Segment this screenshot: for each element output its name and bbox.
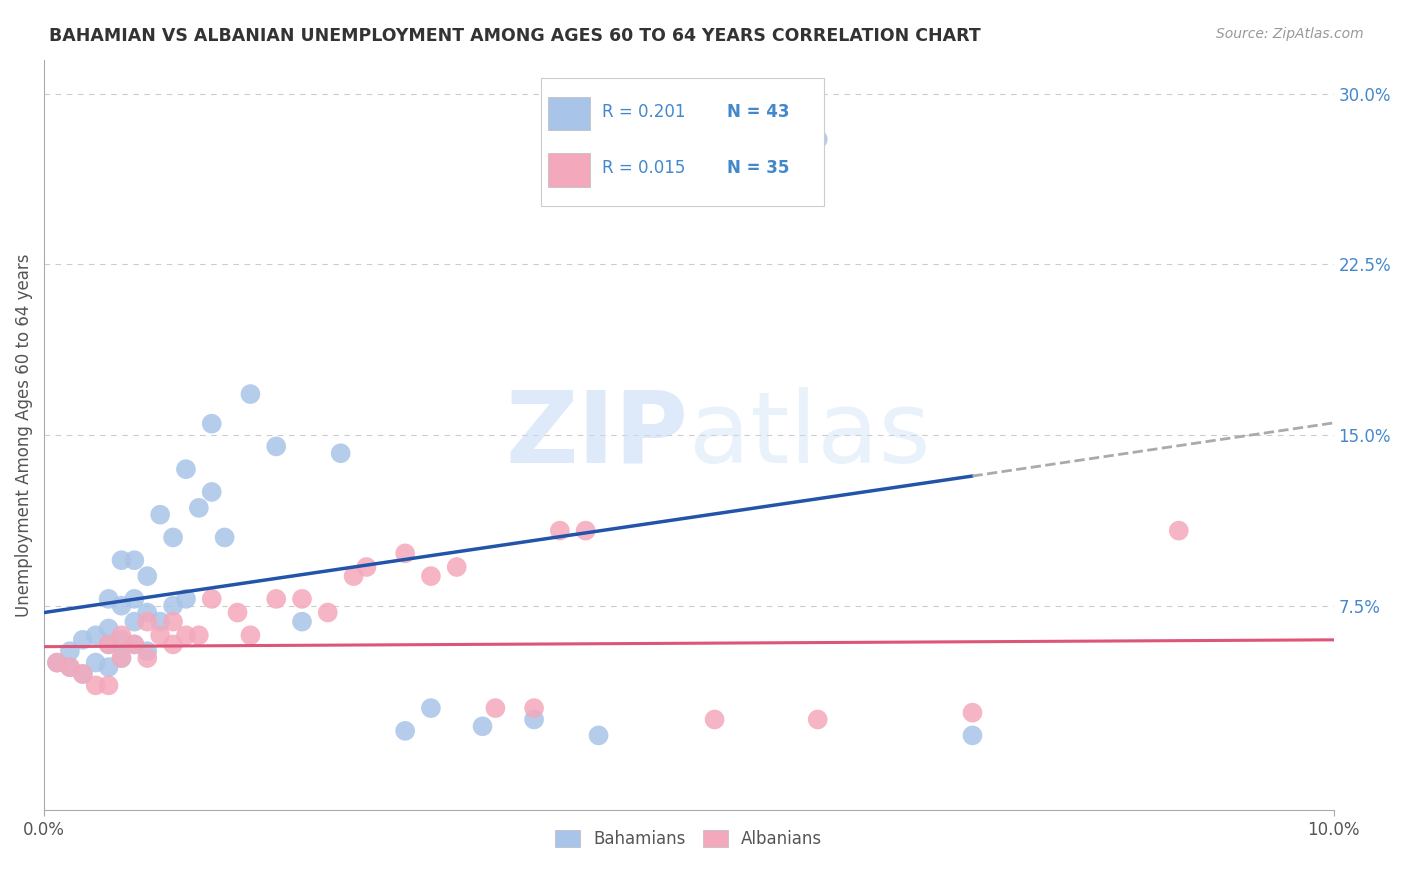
Point (46, 656, 69, 670)
Point (136, 606, 159, 620)
Point (97, 637, 120, 651)
Point (174, 628, 197, 642)
Point (226, 606, 249, 620)
Point (174, 462, 197, 476)
Point (201, 591, 224, 606)
Point (72, 632, 94, 647)
Point (962, 706, 984, 720)
Point (342, 569, 364, 583)
Text: N = 35: N = 35 (727, 160, 790, 178)
Point (588, 728, 610, 742)
Point (84, 678, 107, 692)
Point (124, 553, 146, 567)
Point (162, 615, 184, 629)
Point (201, 484, 224, 499)
Point (239, 387, 262, 401)
Text: atlas: atlas (689, 386, 931, 483)
Point (124, 615, 146, 629)
Text: R = 0.015: R = 0.015 (602, 160, 686, 178)
Point (84, 656, 107, 670)
Point (59, 660, 82, 674)
Point (149, 615, 172, 629)
Point (72, 667, 94, 681)
Point (162, 637, 184, 651)
Point (136, 615, 159, 629)
Point (97, 591, 120, 606)
Point (523, 701, 546, 715)
Point (162, 599, 184, 613)
Point (110, 553, 132, 567)
Point (110, 628, 132, 642)
Point (97, 678, 120, 692)
Point (136, 651, 159, 665)
Point (124, 591, 146, 606)
FancyBboxPatch shape (548, 97, 589, 130)
Point (187, 628, 209, 642)
Point (484, 701, 506, 715)
Point (110, 599, 132, 613)
Point (291, 615, 314, 629)
Point (46, 656, 69, 670)
Point (149, 508, 172, 522)
Point (110, 632, 132, 647)
Text: ZIP: ZIP (506, 386, 689, 483)
Point (97, 622, 120, 636)
Point (149, 628, 172, 642)
Point (162, 531, 184, 545)
Y-axis label: Unemployment Among Ages 60 to 64 years: Unemployment Among Ages 60 to 64 years (15, 253, 32, 616)
Point (523, 713, 546, 727)
Text: N = 43: N = 43 (727, 103, 790, 121)
Point (962, 728, 984, 742)
Point (174, 591, 197, 606)
Point (471, 719, 494, 733)
Point (187, 500, 209, 515)
Text: R = 0.201: R = 0.201 (602, 103, 686, 121)
Point (446, 560, 468, 574)
Point (1167, 524, 1189, 538)
Point (84, 628, 107, 642)
Point (239, 628, 262, 642)
Point (264, 591, 287, 606)
Point (59, 660, 82, 674)
Point (97, 637, 120, 651)
Point (136, 569, 159, 583)
FancyBboxPatch shape (548, 153, 589, 186)
Legend: Bahamians, Albanians: Bahamians, Albanians (548, 823, 830, 855)
Point (356, 560, 378, 574)
Point (291, 591, 314, 606)
Point (419, 569, 441, 583)
Point (110, 651, 132, 665)
FancyBboxPatch shape (540, 78, 824, 206)
Point (548, 524, 571, 538)
Point (124, 637, 146, 651)
Point (329, 446, 352, 460)
Point (394, 546, 416, 560)
Point (136, 644, 159, 658)
Point (214, 531, 236, 545)
Point (264, 439, 287, 453)
Point (419, 701, 441, 715)
Point (394, 723, 416, 738)
Point (575, 524, 598, 538)
Point (703, 713, 725, 727)
Point (316, 606, 339, 620)
Point (59, 644, 82, 658)
Point (110, 651, 132, 665)
Text: BAHAMIAN VS ALBANIAN UNEMPLOYMENT AMONG AGES 60 TO 64 YEARS CORRELATION CHART: BAHAMIAN VS ALBANIAN UNEMPLOYMENT AMONG … (49, 27, 981, 45)
Point (201, 417, 224, 431)
Point (807, 132, 830, 146)
Text: Source: ZipAtlas.com: Source: ZipAtlas.com (1216, 27, 1364, 41)
Point (97, 660, 120, 674)
Point (807, 713, 830, 727)
Point (124, 637, 146, 651)
Point (72, 667, 94, 681)
